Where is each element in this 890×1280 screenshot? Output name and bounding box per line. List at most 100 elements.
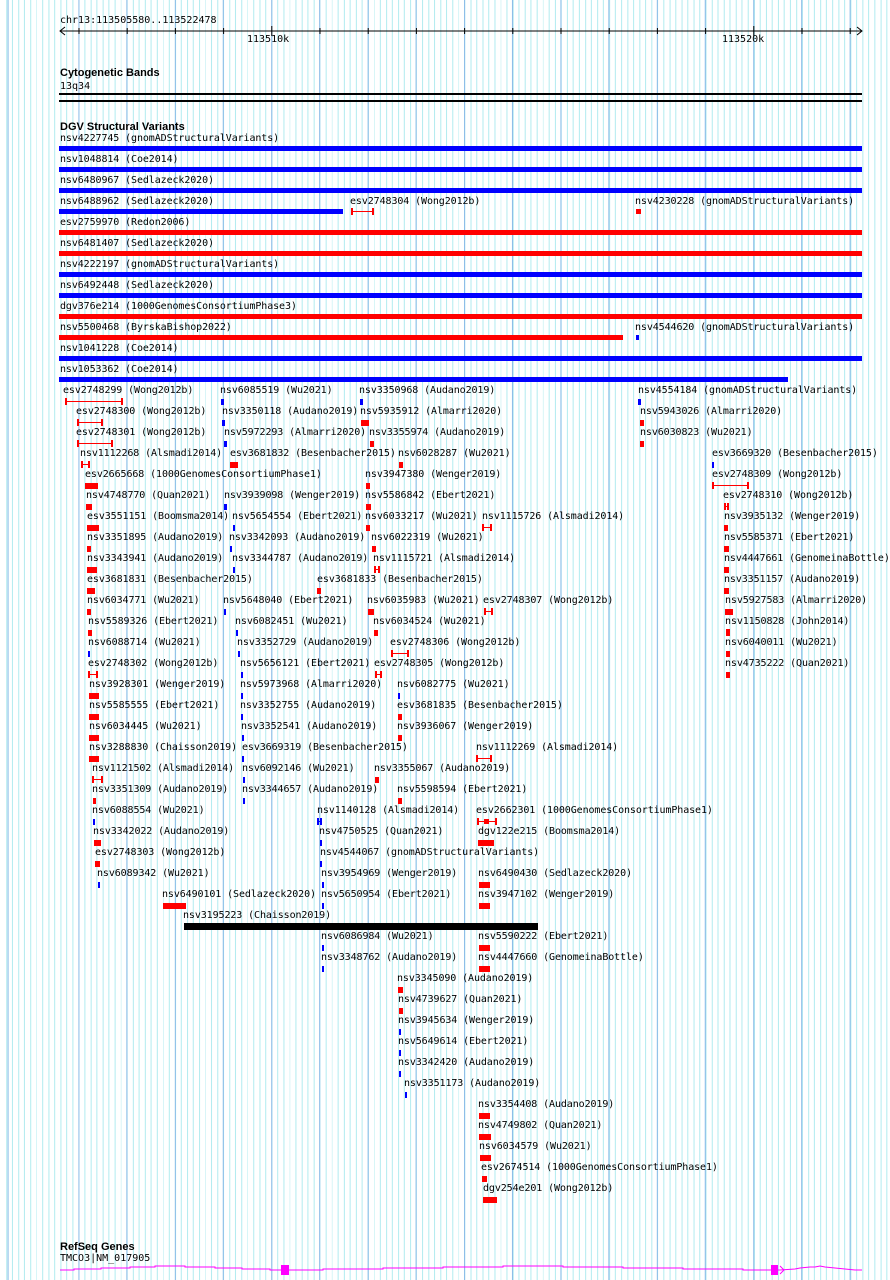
variant-loss-bar[interactable]: [163, 903, 186, 909]
variant-loss-bar[interactable]: [640, 420, 644, 426]
variant-label[interactable]: nsv1150828 (John2014): [725, 616, 850, 627]
variant-label[interactable]: nsv4739627 (Quan2021): [398, 994, 523, 1005]
variant-gain-bar[interactable]: [241, 714, 243, 720]
variant-loss-bar[interactable]: [399, 1008, 403, 1014]
variant-gain-bar[interactable]: [233, 567, 235, 573]
variant-label[interactable]: nsv4447661 (GenomeinaBottle): [724, 553, 890, 564]
variant-label[interactable]: nsv5589326 (Ebert2021): [88, 616, 219, 627]
variant-label[interactable]: nsv6034579 (Wu2021): [479, 1141, 592, 1152]
variant-label[interactable]: nsv6040011 (Wu2021): [725, 637, 838, 648]
variant-label[interactable]: nsv4544620 (gnomADStructuralVariants): [635, 322, 855, 333]
cytoband-track-title[interactable]: Cytogenetic Bands: [60, 67, 160, 79]
variant-label[interactable]: nsv3928301 (Wenger2019): [89, 679, 226, 690]
variant-loss-bar[interactable]: [368, 609, 374, 615]
variant-loss-bar[interactable]: [480, 1155, 491, 1161]
variant-label[interactable]: nsv1048814 (Coe2014): [60, 154, 179, 165]
variant-label[interactable]: nsv5585555 (Ebert2021): [89, 700, 220, 711]
variant-label[interactable]: nsv1112269 (Alsmadi2014): [476, 742, 619, 753]
variant-gain-bar[interactable]: [636, 335, 639, 340]
variant-span[interactable]: [391, 650, 409, 657]
variant-gain-bar[interactable]: [320, 840, 322, 846]
variant-loss-bar[interactable]: [370, 441, 374, 447]
variant-label[interactable]: nsv6034445 (Wu2021): [89, 721, 202, 732]
variant-label[interactable]: nsv6480967 (Sedlazeck2020): [60, 175, 214, 186]
variant-label[interactable]: nsv1121502 (Alsmadi2014): [92, 763, 235, 774]
variant-label[interactable]: nsv6085519 (Wu2021): [220, 385, 333, 396]
variant-loss-bar[interactable]: [372, 546, 376, 552]
variant-gain-bar[interactable]: [236, 630, 238, 636]
variant-loss-bar[interactable]: [724, 567, 729, 573]
variant-loss-bar[interactable]: [89, 693, 99, 699]
variant-loss-bar[interactable]: [479, 882, 490, 888]
variant-gain-bar[interactable]: [98, 882, 100, 888]
variant-span[interactable]: [92, 776, 103, 783]
variant-label[interactable]: nsv5586842 (Ebert2021): [365, 490, 496, 501]
variant-label[interactable]: nsv1041228 (Coe2014): [60, 343, 179, 354]
variant-loss-bar[interactable]: [398, 735, 402, 741]
variant-gain-bar[interactable]: [59, 188, 862, 193]
variant-label[interactable]: nsv1115726 (Alsmadi2014): [482, 511, 625, 522]
variant-label[interactable]: nsv6492448 (Sedlazeck2020): [60, 280, 214, 291]
variant-gain-bar[interactable]: [242, 735, 244, 741]
variant-label[interactable]: nsv4230228 (gnomADStructuralVariants): [635, 196, 855, 207]
variant-gain-bar[interactable]: [224, 504, 227, 510]
variant-label[interactable]: nsv3351157 (Audano2019): [724, 574, 861, 585]
variant-gain-bar[interactable]: [59, 293, 862, 298]
cytoband-bar-top[interactable]: [59, 93, 862, 95]
variant-loss-bar[interactable]: [636, 209, 641, 214]
variant-label[interactable]: nsv5656121 (Ebert2021): [240, 658, 371, 669]
variant-loss-bar[interactable]: [85, 483, 98, 489]
variant-loss-bar[interactable]: [89, 756, 99, 762]
variant-label[interactable]: nsv3342093 (Audano2019): [229, 532, 366, 543]
variant-gain-bar[interactable]: [224, 441, 227, 447]
variant-label[interactable]: nsv6089342 (Wu2021): [97, 868, 210, 879]
dgv-track-title[interactable]: DGV Structural Variants: [60, 121, 185, 133]
variant-loss-bar[interactable]: [366, 525, 370, 531]
variant-label[interactable]: nsv4749802 (Quan2021): [478, 1120, 603, 1131]
variant-loss-bar[interactable]: [87, 567, 97, 573]
variant-loss-bar[interactable]: [398, 714, 402, 720]
variant-label[interactable]: esv2748309 (Wong2012b): [712, 469, 843, 480]
variant-label[interactable]: nsv1115721 (Alsmadi2014): [373, 553, 516, 564]
variant-label[interactable]: dgv376e214 (1000GenomesConsortiumPhase3): [60, 301, 297, 312]
variant-loss-bar[interactable]: [398, 987, 403, 993]
variant-label[interactable]: nsv1140128 (Alsmadi2014): [317, 805, 460, 816]
variant-label[interactable]: esv2662301 (1000GenomesConsortiumPhase1): [476, 805, 713, 816]
variant-loss-bar[interactable]: [94, 840, 101, 846]
variant-label[interactable]: esv3669320 (Besenbacher2015): [712, 448, 878, 459]
variant-label[interactable]: esv3681832 (Besenbacher2015): [230, 448, 396, 459]
variant-label[interactable]: nsv3354408 (Audano2019): [478, 1099, 615, 1110]
variant-label[interactable]: nsv3355974 (Audano2019): [369, 427, 506, 438]
variant-label[interactable]: nsv3342420 (Audano2019): [398, 1057, 535, 1068]
variant-label[interactable]: nsv5927583 (Almarri2020): [725, 595, 868, 606]
variant-loss-bar[interactable]: [398, 798, 402, 804]
variant-label[interactable]: esv2748304 (Wong2012b): [350, 196, 481, 207]
variant-span[interactable]: [351, 208, 374, 215]
refseq-track-title[interactable]: RefSeq Genes: [60, 1241, 135, 1253]
variant-label[interactable]: esv2674514 (1000GenomesConsortiumPhase1): [481, 1162, 718, 1173]
variant-loss-bar[interactable]: [724, 588, 729, 594]
variant-label[interactable]: esv2748302 (Wong2012b): [88, 658, 219, 669]
variant-span[interactable]: [317, 818, 322, 825]
variant-span[interactable]: [476, 755, 492, 762]
variant-loss-bar[interactable]: [479, 966, 490, 972]
variant-label[interactable]: nsv3350968 (Audano2019): [359, 385, 496, 396]
variant-loss-bar[interactable]: [88, 630, 92, 636]
variant-label[interactable]: nsv3348762 (Audano2019): [321, 952, 458, 963]
variant-label[interactable]: dgv122e215 (Boomsma2014): [478, 826, 621, 837]
variant-label[interactable]: esv2748310 (Wong2012b): [723, 490, 854, 501]
variant-label[interactable]: nsv3954969 (Wenger2019): [321, 868, 458, 879]
variant-loss-bar[interactable]: [726, 651, 730, 657]
variant-gain-bar[interactable]: [241, 693, 243, 699]
variant-label[interactable]: nsv5598594 (Ebert2021): [397, 784, 528, 795]
variant-label[interactable]: nsv5650954 (Ebert2021): [321, 889, 452, 900]
variant-label[interactable]: nsv3936067 (Wenger2019): [397, 721, 534, 732]
variant-gain-bar[interactable]: [233, 525, 235, 531]
variant-label[interactable]: esv3681831 (Besenbacher2015): [87, 574, 253, 585]
gene-label[interactable]: TMCO3|NM_017905: [60, 1253, 151, 1264]
variant-label[interactable]: nsv3947102 (Wenger2019): [478, 889, 615, 900]
variant-gain-bar[interactable]: [59, 146, 862, 151]
variant-label[interactable]: nsv5943026 (Almarri2020): [640, 406, 783, 417]
variant-gain-bar[interactable]: [322, 945, 324, 951]
variant-gain-bar[interactable]: [241, 672, 243, 678]
